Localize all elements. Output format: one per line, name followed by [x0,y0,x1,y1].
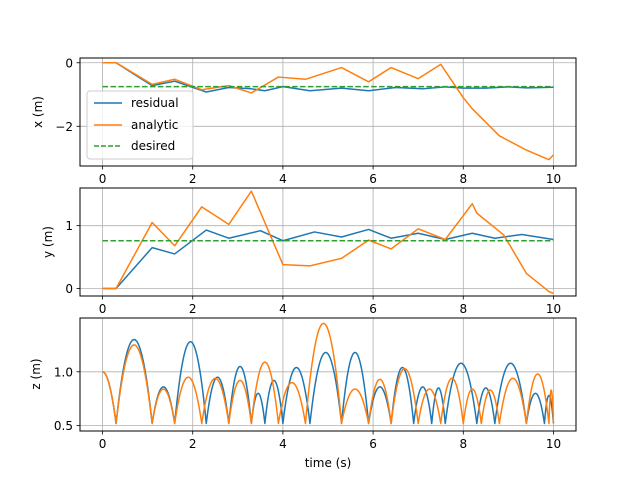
panel-x-series-residual [102,62,554,93]
panel-z-series-residual [102,338,555,425]
panel-z-xtick-label-2: 4 [279,437,287,451]
panel-y-ylabel: y (m) [41,226,55,258]
legend-box [86,90,194,160]
panel-y-ytick-label-1: 1 [65,219,73,233]
panel-z-ytick-label-0: 0.5 [54,419,73,433]
panel-x-series-analytic [102,62,554,161]
panel-z-ticks: 0 2 4 6 8 10 0.5 1.0 [54,365,561,451]
legend-label-residual: residual [131,96,179,110]
panel-x-frame [79,57,577,167]
panel-z-grid [80,318,576,431]
panel-x-xtick-label-4: 8 [459,172,467,186]
panel-y-xtick-label-1: 2 [189,302,197,316]
panel-x-xtick-label-0: 0 [99,172,107,186]
panel-y-series-residual [102,228,554,290]
panel-y-ytick-label-0: 0 [65,282,73,296]
panel-z-ytick-label-1: 1.0 [54,365,73,379]
panel-z-frame [79,317,577,432]
panel-y-xtick-label-2: 4 [279,302,287,316]
panel-z-ylabel: z (m) [29,358,43,389]
panel-y-xtick-label-5: 10 [546,302,561,316]
legend-label-desired: desired [131,139,175,153]
panel-x-ylabel: x (m) [31,96,45,128]
legend: residual analytic desired [86,90,194,160]
panel-x-xtick-label-2: 4 [279,172,287,186]
panel-x-ticks: 0 2 4 6 8 10 0 −2 [55,56,561,186]
panel-z: 0 2 4 6 8 10 0.5 1.0 z (m) [29,317,577,451]
panel-y-xtick-label-0: 0 [99,302,107,316]
panel-x-xtick-label-1: 2 [189,172,197,186]
panel-y-frame [79,187,577,297]
x-axis-label: time (s) [305,456,352,470]
panel-y-ticks: 0 2 4 6 8 10 0 1 [65,219,561,316]
panel-x-ytick-label-1: −2 [55,120,73,134]
panel-y-series [102,190,554,295]
panel-z-xtick-label-0: 0 [99,437,107,451]
panel-x-xtick-label-3: 6 [369,172,377,186]
panel-y-xtick-label-4: 8 [459,302,467,316]
panel-x-series [102,62,554,161]
panel-z-xtick-label-1: 2 [189,437,197,451]
panel-z-xtick-label-4: 8 [459,437,467,451]
legend-label-analytic: analytic [131,118,178,132]
panel-y-xtick-label-3: 6 [369,302,377,316]
panel-x-ytick-label-0: 0 [65,56,73,70]
panel-z-xtick-label-3: 6 [369,437,377,451]
panel-z-series [102,322,555,425]
panel-x-xtick-label-5: 10 [546,172,561,186]
panel-y: 0 2 4 6 8 10 0 1 y (m) [41,187,577,316]
panel-z-series-analytic [102,322,555,425]
panel-y-series-analytic [102,190,554,295]
panel-z-xtick-label-5: 10 [546,437,561,451]
